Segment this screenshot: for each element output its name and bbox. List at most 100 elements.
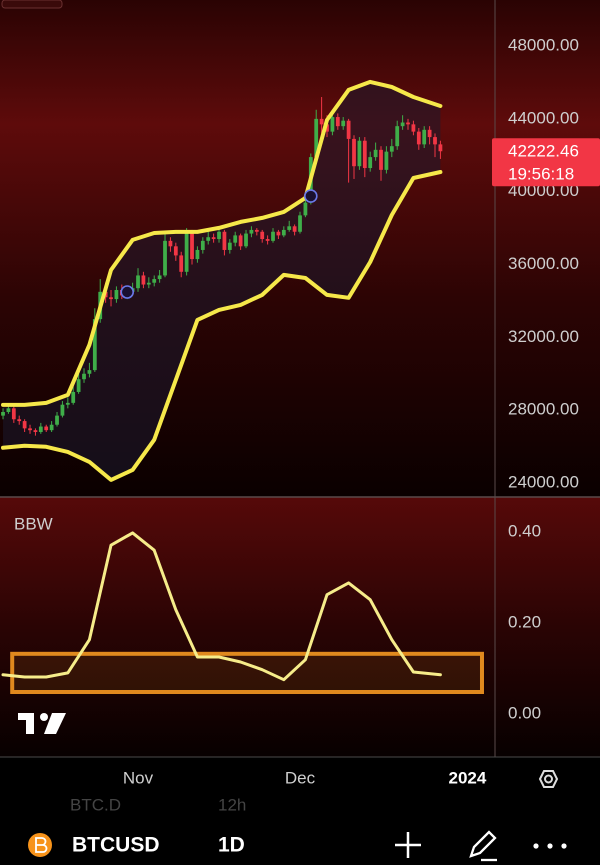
candle-body <box>341 120 346 127</box>
logo-part <box>40 713 48 721</box>
candle-body <box>6 408 11 412</box>
toolbar <box>0 815 600 865</box>
logo-part <box>26 713 34 734</box>
candle-body <box>200 240 205 250</box>
candle-body <box>184 231 189 272</box>
band-fill <box>3 81 441 480</box>
symbol-button[interactable]: BTCUSD <box>28 833 160 857</box>
y-tick-label: 48000.00 <box>508 36 579 55</box>
candle-body <box>22 421 27 429</box>
indicator-title: BBW <box>14 514 53 533</box>
y-tick-label: 44000.00 <box>508 108 579 127</box>
candle-body <box>28 428 32 431</box>
draw-button[interactable] <box>469 830 497 862</box>
last-price-box <box>492 138 600 187</box>
bollinger-band <box>1 79 443 407</box>
x-tick-label: 2024 <box>448 768 486 787</box>
dot <box>533 843 539 849</box>
candle-body <box>238 235 243 247</box>
candle-body <box>87 370 92 374</box>
candle-body <box>146 282 151 285</box>
dot <box>547 843 553 849</box>
candle-body <box>92 319 97 371</box>
candle-body <box>173 246 178 256</box>
candle-body <box>141 275 146 285</box>
candle-body <box>438 144 443 152</box>
y-tick-label: 28000.00 <box>508 400 579 419</box>
candle-body <box>206 237 211 241</box>
faded-interval: 12h <box>218 795 246 814</box>
candle-body <box>260 231 265 240</box>
candle-body <box>65 402 70 405</box>
signal-marker <box>304 189 318 203</box>
candle-body <box>287 226 292 230</box>
candle-body <box>346 120 351 139</box>
candle-body <box>55 415 59 425</box>
top-button-edge[interactable] <box>1 0 63 9</box>
candle-body <box>276 231 281 236</box>
axes: 24000.0028000.0032000.0036000.0040000.00… <box>123 36 600 787</box>
x-tick-label: Dec <box>285 768 316 787</box>
bbw-tick-label: 0.20 <box>508 612 541 631</box>
y-tick-label: 36000.00 <box>508 254 579 273</box>
candle-body <box>44 426 49 431</box>
candle-body <box>379 149 383 170</box>
countdown: 19:56:18 <box>508 165 574 184</box>
candle-body <box>11 408 16 420</box>
candle-body <box>211 237 216 240</box>
candle-body <box>303 202 308 216</box>
candle-body <box>427 129 432 138</box>
settings-icon-center <box>544 774 553 784</box>
candle-body <box>368 157 373 169</box>
x-tick-label: Nov <box>123 768 154 787</box>
candle-body <box>362 140 367 169</box>
y-tick-label: 24000.00 <box>508 472 579 491</box>
bbw-tick-label: 0.00 <box>508 703 541 722</box>
last-price: 42222.46 <box>508 142 579 161</box>
candle-body <box>416 131 421 145</box>
bbw-line <box>1 531 442 682</box>
indicator-pane-background <box>0 497 600 757</box>
candle-body <box>249 229 254 234</box>
candle-body <box>233 235 238 243</box>
candle-body <box>314 118 319 158</box>
tradingview-logo <box>18 713 66 734</box>
candle-body <box>114 290 119 300</box>
candle-body <box>271 231 275 241</box>
candle-body <box>33 430 38 433</box>
candle-body <box>433 137 437 145</box>
interval-button[interactable]: 1D <box>218 834 245 857</box>
more-button[interactable] <box>533 843 567 849</box>
candle-body <box>406 122 410 125</box>
candle-body <box>195 249 200 260</box>
symbol[interactable]: BTCUSD <box>72 834 160 857</box>
candle-body <box>71 391 76 403</box>
candle-body <box>357 140 362 167</box>
bitcoin-glyph <box>35 837 48 853</box>
y-tick-label: 32000.00 <box>508 327 579 346</box>
squeeze-zone <box>10 651 484 694</box>
candle-body <box>352 138 356 167</box>
bbw-plot <box>1 531 484 694</box>
candle-body <box>389 146 394 152</box>
candle-body <box>163 240 167 276</box>
candle-body <box>325 124 329 132</box>
dot <box>561 843 567 849</box>
add-button[interactable] <box>395 832 421 858</box>
candle-body <box>335 117 340 127</box>
settings-button[interactable] <box>538 770 559 788</box>
candle-body <box>152 279 157 283</box>
candle-body <box>395 126 400 147</box>
candle-body <box>298 215 302 232</box>
settings-icon[interactable] <box>538 770 559 788</box>
candle-body <box>265 239 270 241</box>
candle-body <box>254 229 259 232</box>
pen-icon <box>469 830 497 858</box>
candle-body <box>292 226 297 232</box>
candle-body <box>400 122 405 127</box>
candle-body <box>330 117 335 132</box>
candle-body <box>384 151 389 170</box>
candle-body <box>179 255 184 272</box>
